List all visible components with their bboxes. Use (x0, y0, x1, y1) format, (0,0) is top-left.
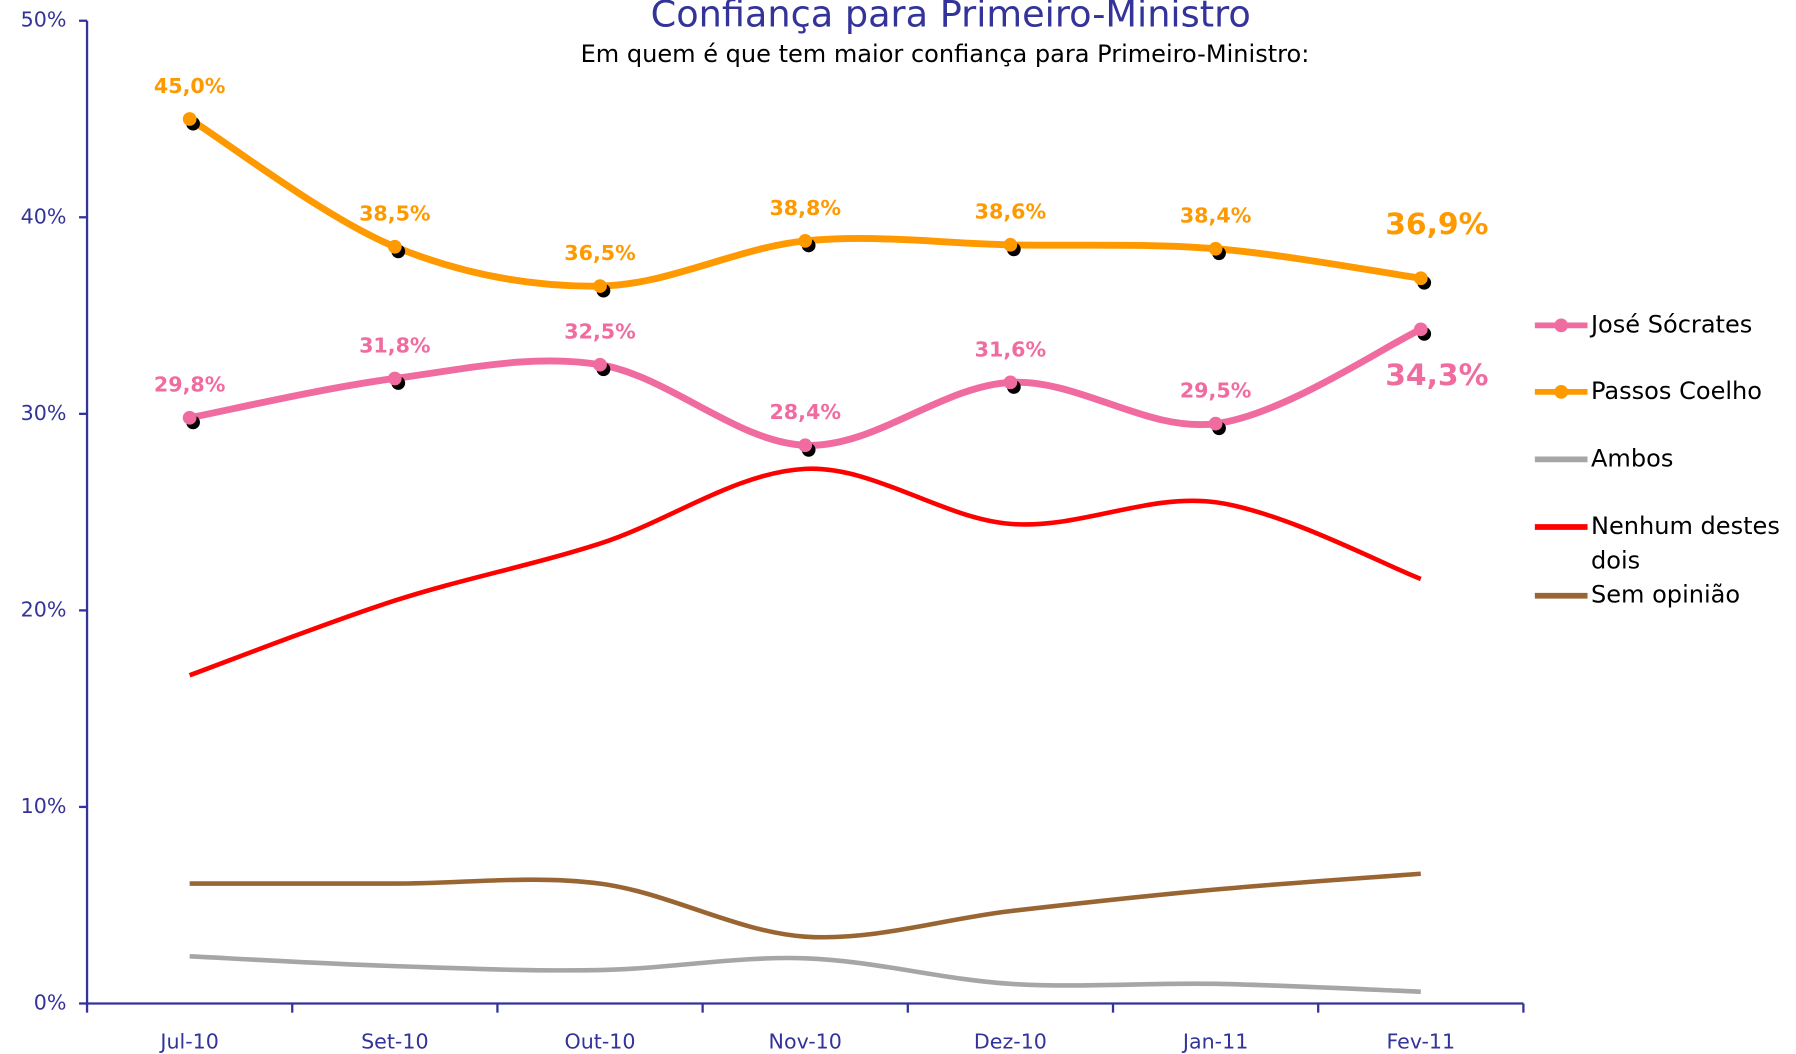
legend-label: Passos Coelho (1591, 377, 1762, 405)
data-label: 38,8% (769, 196, 841, 220)
series-line (190, 469, 1421, 676)
legend-line: Nenhum destes (1591, 512, 1780, 540)
x-tick-label: Jul-10 (158, 1029, 219, 1053)
marker (388, 240, 402, 254)
data-label: 31,6% (975, 337, 1047, 361)
chart-subtitle: Em quem é que tem maior confiança para P… (581, 40, 1310, 68)
y-tick-label: 50% (21, 8, 67, 32)
x-tick-label: Nov-10 (769, 1029, 842, 1053)
x-tick-label: Fev-11 (1386, 1029, 1455, 1053)
legend-label: Ambos (1591, 444, 1673, 472)
legend-marker (1554, 385, 1568, 399)
marker (1004, 238, 1018, 252)
legend-label: Nenhum destes dois (1591, 512, 1780, 574)
y-tick-label: 30% (21, 401, 67, 425)
legend-marker (1554, 319, 1568, 333)
legend-label: Sem opinião (1591, 581, 1740, 609)
data-label: 34,3% (1385, 358, 1488, 393)
data-label: 45,0% (154, 74, 226, 98)
marker (593, 358, 607, 372)
page: {"chart_data": {"type": "line", "title":… (0, 0, 1796, 1054)
y-tick-label: 10% (21, 794, 67, 818)
data-label: 28,4% (769, 400, 841, 424)
marker (593, 279, 607, 293)
data-label: 36,5% (564, 241, 636, 265)
data-label: 29,5% (1180, 379, 1252, 403)
data-label: 32,5% (564, 320, 636, 344)
x-tick-label: Dez-10 (974, 1029, 1047, 1053)
data-label: 31,8% (359, 333, 431, 357)
data-label: 38,5% (359, 202, 431, 226)
marker (1209, 417, 1223, 431)
y-tick-label: 40% (21, 204, 67, 228)
marker (1004, 376, 1018, 390)
series-line (190, 874, 1421, 938)
chart-title: Confiança para Primeiro-Ministro (651, 0, 1251, 36)
marker (798, 438, 812, 452)
marker (388, 372, 402, 386)
x-tick-label: Set-10 (361, 1029, 429, 1053)
x-tick-label: Out-10 (565, 1029, 636, 1053)
data-label: 38,6% (975, 200, 1047, 224)
y-tick-label: 0% (34, 990, 67, 1014)
marker (1414, 322, 1428, 336)
legend-line: dois (1591, 546, 1640, 574)
data-label: 38,4% (1180, 204, 1252, 228)
chart: Confiança para Primeiro-Ministro Em quem… (0, 0, 1796, 1054)
marker (183, 411, 197, 425)
marker (798, 234, 812, 248)
x-tick-label: Jan-11 (1181, 1029, 1248, 1053)
marker (1209, 242, 1223, 256)
marker (183, 112, 197, 126)
data-label: 36,9% (1385, 207, 1488, 242)
legend-label: José Sócrates (1589, 310, 1752, 338)
marker (1414, 271, 1428, 285)
data-label: 29,8% (154, 373, 226, 397)
series-line (190, 956, 1421, 991)
y-tick-label: 20% (21, 597, 67, 621)
